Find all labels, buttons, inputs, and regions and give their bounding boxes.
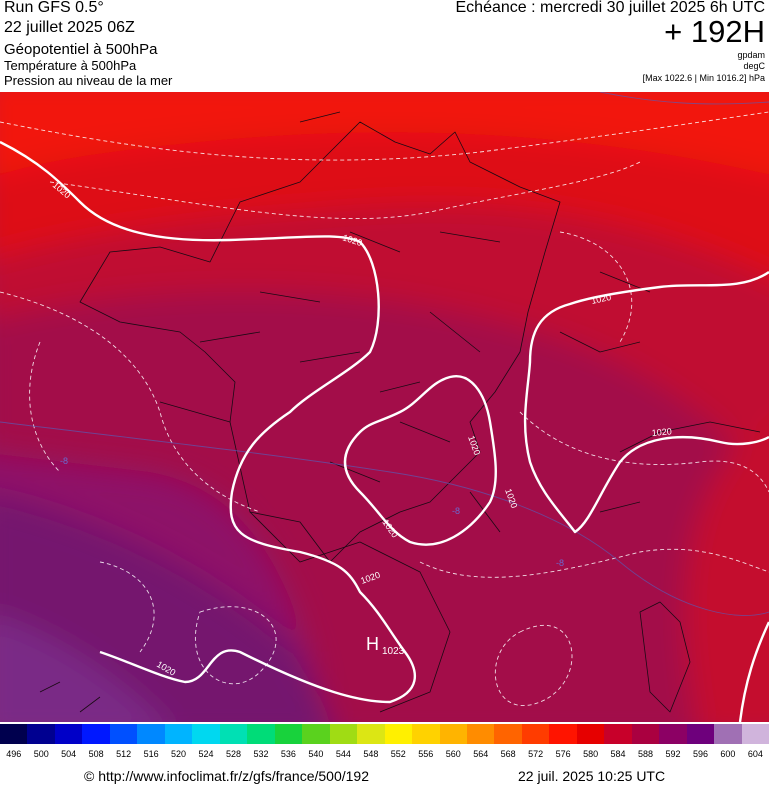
- color-scale-tick: 588: [638, 749, 654, 759]
- color-scale-tick: 548: [363, 749, 379, 759]
- color-scale-tick: 584: [610, 749, 626, 759]
- color-scale-tick: 516: [143, 749, 159, 759]
- temperature-labels: -8 -8 -8: [60, 456, 564, 568]
- color-swatch: [412, 724, 440, 744]
- field-temperature-label: Température à 500hPa: [4, 58, 137, 73]
- pressure-range: [Max 1022.6 | Min 1016.2] hPa: [642, 73, 765, 83]
- color-scale-tick: 504: [61, 749, 77, 759]
- color-swatch: [384, 724, 413, 744]
- isobars: [0, 140, 769, 722]
- color-swatch: [137, 724, 165, 744]
- forecast-hours: + 192H: [664, 14, 765, 49]
- color-swatch: [247, 724, 275, 744]
- isobar-label: 1020: [590, 292, 612, 306]
- unit-geopotential: gpdam: [737, 50, 765, 60]
- color-scale-tick: 544: [335, 749, 351, 759]
- unit-temperature: degC: [743, 61, 765, 71]
- color-swatch: [494, 724, 522, 744]
- color-scale-tick: 520: [171, 749, 187, 759]
- color-swatch: [82, 724, 110, 744]
- color-swatch: [741, 724, 769, 744]
- temperature-label: -8: [60, 456, 68, 466]
- color-swatch: [631, 724, 660, 744]
- color-swatch: [549, 724, 577, 744]
- run-date: 22 juillet 2025 06Z: [4, 19, 135, 36]
- generated-timestamp: 22 juil. 2025 10:25 UTC: [518, 768, 666, 784]
- color-swatch: [219, 724, 248, 744]
- color-scale-tick: 536: [280, 749, 296, 759]
- color-swatch: [302, 724, 330, 744]
- color-scale-tick: 496: [6, 749, 22, 759]
- high-pressure-value: 1023: [382, 646, 405, 657]
- color-scale-tick: 540: [308, 749, 324, 759]
- color-scale-tick: 560: [445, 749, 461, 759]
- temperature-label: -8: [452, 506, 460, 516]
- temperature-label: -8: [556, 558, 564, 568]
- color-scale-tick: 568: [500, 749, 516, 759]
- isotherms: [0, 111, 769, 706]
- color-swatch: [357, 724, 385, 744]
- isobar-1020-center: [343, 375, 497, 546]
- color-swatch: [439, 724, 467, 744]
- band-east-584: [684, 413, 769, 722]
- geopotential-contours: [0, 92, 769, 616]
- color-scale-tick: 532: [253, 749, 269, 759]
- color-scale-tick: 572: [528, 749, 544, 759]
- isobar-1020-east: [523, 271, 769, 534]
- color-swatch: [659, 724, 687, 744]
- color-swatch: [164, 724, 193, 744]
- isobar-1020-north: [0, 140, 416, 704]
- color-swatch: [604, 724, 632, 744]
- color-scale-tick: 500: [33, 749, 49, 759]
- color-scale-tick: 528: [225, 749, 241, 759]
- color-swatch: [576, 724, 605, 744]
- isobar-label: 1020: [651, 426, 672, 438]
- color-scale-tick: 600: [720, 749, 736, 759]
- color-swatch: [521, 724, 550, 744]
- color-scale-tick: 576: [555, 749, 571, 759]
- color-scale-tick: 580: [583, 749, 599, 759]
- color-scale-bar: [0, 724, 769, 744]
- color-swatch: [274, 724, 303, 744]
- color-scale-tick: 552: [390, 749, 406, 759]
- weather-map: 1020 1020 1020 1020 1020 1020 1020 1020 …: [0, 92, 769, 722]
- color-swatch: [192, 724, 220, 744]
- forecast-valid-time: Echéance : mercredi 30 juillet 2025 6h U…: [455, 0, 766, 16]
- color-scale-tick: 512: [116, 749, 132, 759]
- isobar-1020-southeast: [738, 621, 769, 722]
- color-scale-tick: 524: [198, 749, 214, 759]
- color-scale-tick: 604: [747, 749, 763, 759]
- color-swatch: [54, 724, 83, 744]
- source-url[interactable]: © http://www.infoclimat.fr/z/gfs/france/…: [84, 768, 369, 784]
- color-swatch: [466, 724, 495, 744]
- color-scale-tick: 596: [692, 749, 708, 759]
- color-scale-ticks: 496 500 504 508 512 516 520 524 528 532 536 540 544 5…: [0, 749, 769, 759]
- field-geopotential-label: Géopotentiel à 500hPa: [4, 41, 158, 58]
- color-scale-tick: 556: [418, 749, 434, 759]
- color-swatch: [714, 724, 742, 744]
- color-swatch: [0, 724, 28, 744]
- color-swatch: [27, 724, 55, 744]
- band-600: [0, 617, 163, 722]
- color-swatch: [109, 724, 138, 744]
- field-pressure-label: Pression au niveau de la mer: [4, 73, 173, 88]
- band-576: [0, 92, 769, 175]
- color-swatch: [686, 724, 715, 744]
- high-pressure-marker: H: [366, 634, 379, 654]
- run-title: Run GFS 0.5°: [4, 0, 104, 16]
- color-scale-tick: 508: [88, 749, 104, 759]
- color-scale-tick: 592: [665, 749, 681, 759]
- borders: [39, 111, 761, 713]
- color-swatch: [329, 724, 358, 744]
- color-scale-tick: 564: [473, 749, 489, 759]
